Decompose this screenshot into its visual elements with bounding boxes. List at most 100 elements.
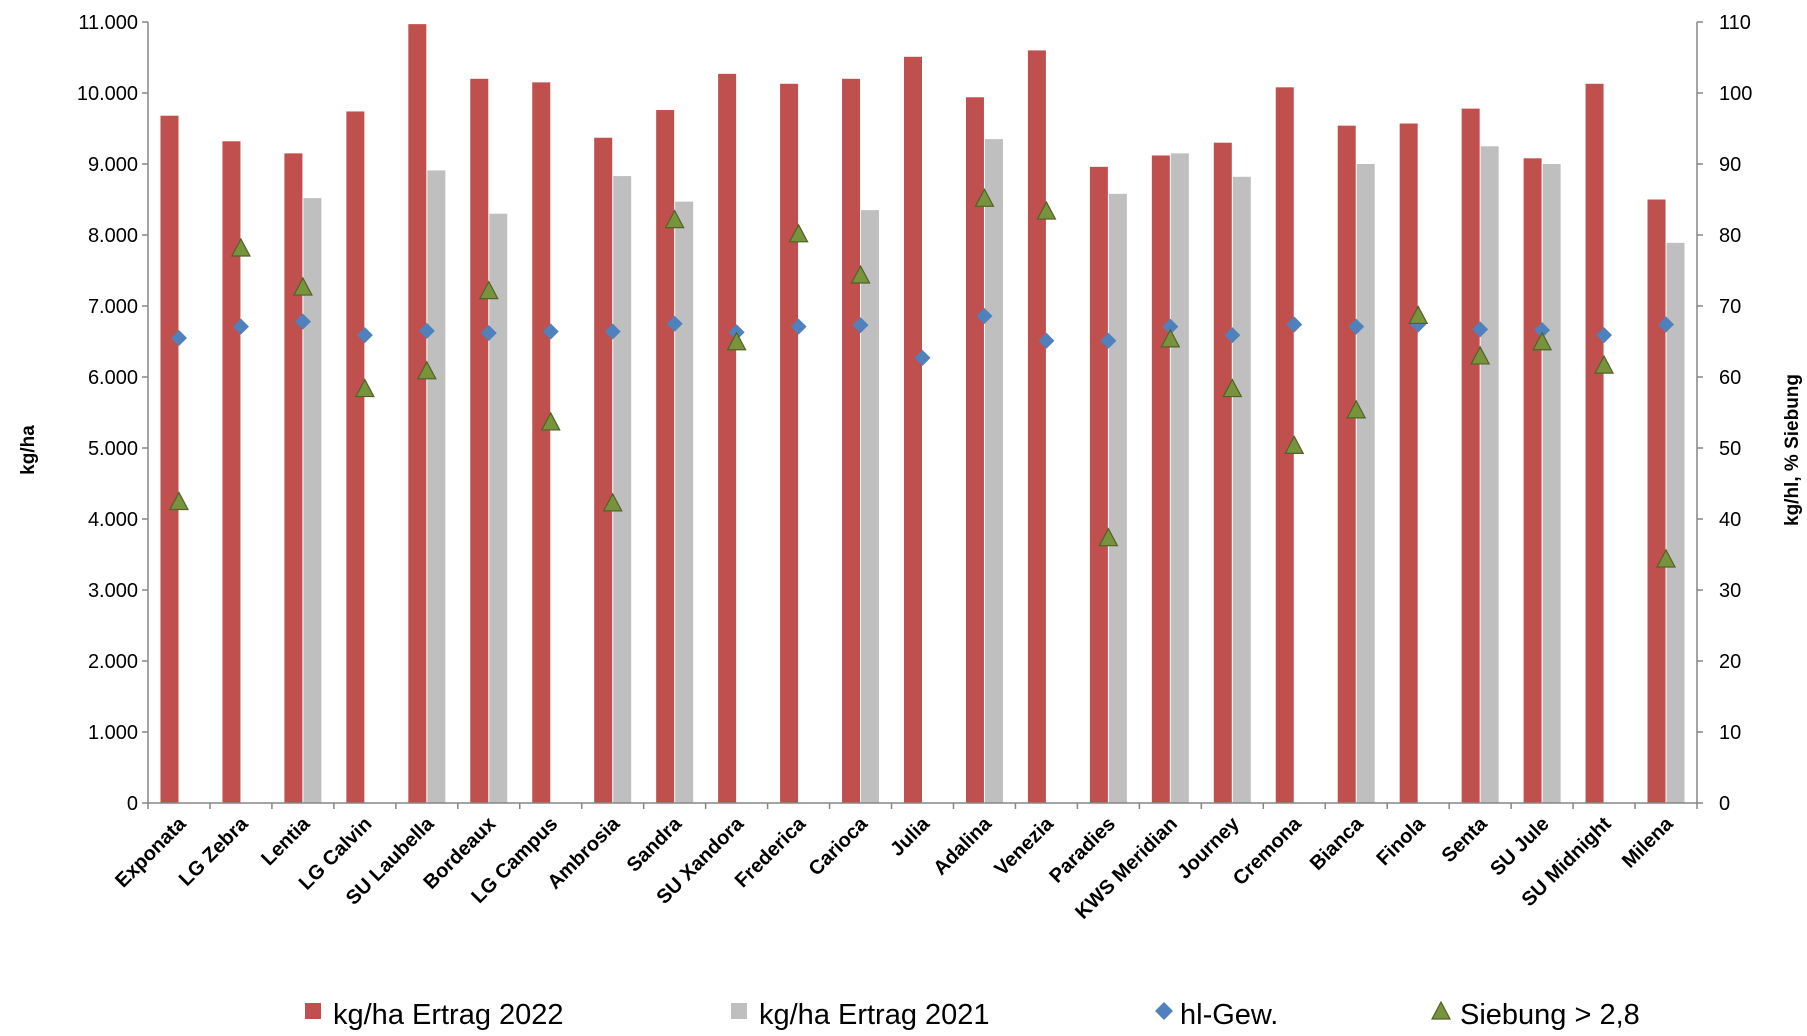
bar-2021-8 — [675, 201, 694, 803]
bar-2022-14 — [1027, 50, 1046, 803]
y-tick-label-1: 1.000 — [88, 722, 138, 744]
hl-gew-point-24 — [1658, 316, 1675, 333]
hl-gew-point-21 — [1472, 321, 1489, 338]
hl-gew-point-1 — [232, 318, 249, 335]
hl-gew-point-4 — [418, 322, 435, 339]
bar-2021-7 — [613, 176, 632, 803]
bars-layer — [160, 24, 1685, 804]
y2-tick-label-7: 70 — [1719, 296, 1741, 318]
siebung-point-3 — [354, 378, 375, 398]
bar-2022-16 — [1151, 155, 1170, 804]
hl-gew-point-3 — [356, 327, 373, 344]
legend: kg/ha Ertrag 2022 kg/ha Ertrag 2021 hl-G… — [305, 999, 1640, 1031]
siebung-point-16 — [1160, 328, 1181, 348]
siebung-point-9 — [726, 331, 747, 351]
hl-gew-point-17 — [1224, 327, 1241, 344]
x-tick-label-19: Bianca — [1306, 812, 1369, 875]
x-tick-label-13: Adalina — [929, 812, 996, 879]
bar-2022-18 — [1275, 87, 1294, 803]
x-tick-label-24: Milena — [1618, 812, 1678, 872]
y-tick-label-0: 0 — [127, 793, 138, 815]
hl-gew-point-13 — [976, 307, 993, 324]
siebung-point-1 — [230, 237, 251, 257]
hl-gew-point-11 — [852, 317, 869, 334]
y-tick-label-10: 10.000 — [77, 83, 138, 105]
y2-tick-label-9: 90 — [1719, 154, 1741, 176]
hl-gew-point-15 — [1100, 332, 1117, 349]
bar-2021-5 — [489, 213, 508, 803]
bar-2022-20 — [1399, 123, 1418, 803]
siebung-point-5 — [478, 280, 499, 300]
legend-diamond-icon — [1155, 1002, 1173, 1020]
siebung-point-13 — [974, 188, 995, 207]
siebung-point-6 — [540, 411, 561, 431]
y-tick-label-8: 8.000 — [88, 225, 138, 247]
y-axis-title: kg/ha — [18, 425, 39, 475]
bar-2022-8 — [656, 110, 675, 804]
hl-gew-point-12 — [914, 349, 931, 366]
bar-2022-6 — [532, 82, 551, 804]
hl-gew-point-23 — [1596, 327, 1613, 344]
y2-tick-label-1: 10 — [1719, 722, 1741, 744]
bar-2021-16 — [1170, 153, 1189, 804]
bar-2021-11 — [861, 210, 880, 803]
y2-tick-label-6: 60 — [1719, 367, 1741, 389]
x-tick-label-8: Sandra — [623, 812, 687, 876]
hl-gew-point-0 — [170, 329, 187, 346]
siebung-point-10 — [788, 223, 809, 243]
hl-gew-point-14 — [1038, 332, 1055, 349]
siebung-point-15 — [1098, 527, 1119, 547]
siebung-point-4 — [416, 360, 437, 380]
legend-label-siebung: Siebung > 2,8 — [1460, 999, 1640, 1031]
bar-2022-7 — [594, 137, 613, 804]
siebung-point-0 — [168, 491, 189, 511]
markers-layer — [168, 188, 1677, 568]
bar-2021-17 — [1232, 176, 1251, 803]
y2-tick-label-4: 40 — [1719, 509, 1741, 531]
y2-tick-label-8: 80 — [1719, 225, 1741, 247]
hl-gew-point-8 — [666, 315, 683, 332]
bar-2021-4 — [427, 170, 446, 803]
y2-axis-title: kg/hl, % Siebung — [1782, 374, 1803, 526]
bar-2021-13 — [984, 139, 1003, 803]
axes-layer — [142, 21, 1703, 809]
bar-2022-5 — [470, 78, 489, 804]
legend-triangle-icon — [1431, 1000, 1451, 1020]
bar-2022-17 — [1213, 142, 1232, 803]
y-tick-label-11: 11.000 — [78, 12, 138, 34]
bar-2022-1 — [222, 141, 241, 803]
hl-gew-point-7 — [604, 323, 621, 340]
bar-2022-19 — [1337, 125, 1356, 803]
bar-2021-22 — [1542, 164, 1561, 803]
y2-tick-label-0: 0 — [1719, 793, 1730, 815]
siebung-point-22 — [1532, 331, 1553, 351]
bar-2021-21 — [1480, 146, 1499, 803]
siebung-point-14 — [1036, 200, 1057, 220]
bar-2022-2 — [284, 153, 303, 804]
hl-gew-point-22 — [1534, 322, 1551, 339]
hl-gew-point-18 — [1286, 316, 1303, 333]
legend-label-2021: kg/ha Ertrag 2021 — [759, 999, 990, 1031]
y-tick-label-6: 6.000 — [88, 367, 138, 389]
siebung-point-23 — [1594, 354, 1615, 374]
y-tick-label-2: 2.000 — [88, 651, 138, 673]
bar-2022-3 — [346, 111, 365, 803]
x-tick-label-21: Senta — [1438, 812, 1493, 867]
siebung-point-18 — [1284, 435, 1305, 454]
y2-tick-label-3: 30 — [1719, 580, 1741, 602]
bar-2022-9 — [718, 73, 737, 803]
siebung-point-19 — [1346, 399, 1367, 419]
siebung-point-21 — [1470, 345, 1491, 365]
bar-2022-21 — [1461, 108, 1480, 804]
x-tick-label-11: Carioca — [805, 812, 873, 880]
y2-tick-label-2: 20 — [1719, 651, 1741, 673]
bar-2021-15 — [1108, 193, 1127, 803]
siebung-point-8 — [664, 209, 685, 229]
bar-2022-15 — [1089, 166, 1108, 804]
bar-2022-4 — [408, 24, 427, 803]
legend-swatch-2022 — [305, 1003, 321, 1019]
y2-tick-label-11: 110 — [1719, 12, 1751, 34]
legend-label-2022: kg/ha Ertrag 2022 — [333, 999, 564, 1031]
bar-2022-12 — [904, 56, 922, 804]
